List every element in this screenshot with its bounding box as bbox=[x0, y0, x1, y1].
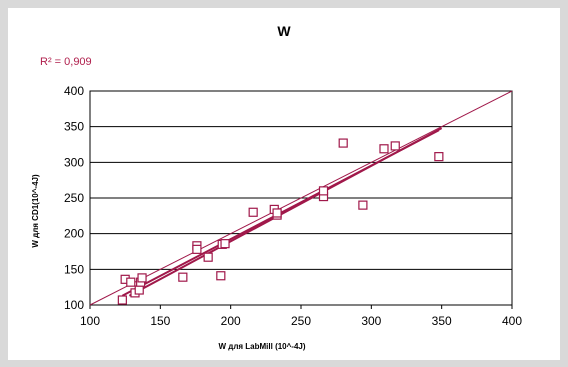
data-point bbox=[390, 141, 400, 151]
x-tick-label: 150 bbox=[150, 314, 170, 328]
data-point bbox=[220, 239, 230, 249]
chart-title: W bbox=[277, 23, 291, 39]
y-tick-label: 400 bbox=[64, 84, 84, 98]
data-point bbox=[358, 200, 368, 210]
data-point bbox=[434, 152, 444, 162]
y-tick-label: 200 bbox=[64, 227, 84, 241]
y-tick-labels: 100 150 200 250 300 350 400 bbox=[64, 84, 84, 312]
data-point bbox=[338, 138, 348, 148]
r-squared-label: R² = 0,909 bbox=[40, 56, 92, 68]
data-point bbox=[216, 271, 226, 281]
x-tick-labels: 100 150 200 250 300 350 400 bbox=[80, 314, 522, 328]
identity-line bbox=[89, 90, 513, 306]
x-tick-label: 100 bbox=[80, 314, 100, 328]
x-tick-label: 350 bbox=[432, 314, 452, 328]
y-tick-label: 150 bbox=[64, 262, 84, 276]
data-point bbox=[379, 144, 389, 154]
data-point bbox=[203, 252, 213, 262]
data-point bbox=[192, 244, 202, 254]
y-tick-label: 250 bbox=[64, 191, 84, 205]
x-tick-label: 200 bbox=[221, 314, 241, 328]
y-tick-label: 100 bbox=[64, 298, 84, 312]
y-axis-label: W для CD1(10^-4J) bbox=[31, 174, 40, 248]
chart-panel: W R² = 0,909 100 150 200 250 300 350 400 100 15… bbox=[8, 8, 560, 360]
grid-lines bbox=[89, 90, 513, 309]
y-tick-label: 350 bbox=[64, 120, 84, 134]
x-tick-label: 300 bbox=[361, 314, 381, 328]
data-points bbox=[117, 138, 444, 305]
x-axis-label: W для LabMill (10^-4J) bbox=[218, 342, 305, 351]
scatter-chart: W R² = 0,909 100 150 200 250 300 350 400 100 15… bbox=[31, 23, 522, 351]
trendline-line bbox=[128, 127, 443, 297]
data-point bbox=[272, 208, 282, 218]
data-point bbox=[126, 277, 136, 287]
data-point bbox=[137, 273, 147, 283]
data-point bbox=[134, 285, 144, 295]
data-point bbox=[117, 295, 127, 305]
x-tick-label: 250 bbox=[291, 314, 311, 328]
data-point bbox=[248, 207, 258, 217]
y-tick-label: 300 bbox=[64, 155, 84, 169]
x-tick-label: 400 bbox=[502, 314, 522, 328]
data-point bbox=[318, 186, 329, 196]
data-point bbox=[178, 272, 188, 282]
